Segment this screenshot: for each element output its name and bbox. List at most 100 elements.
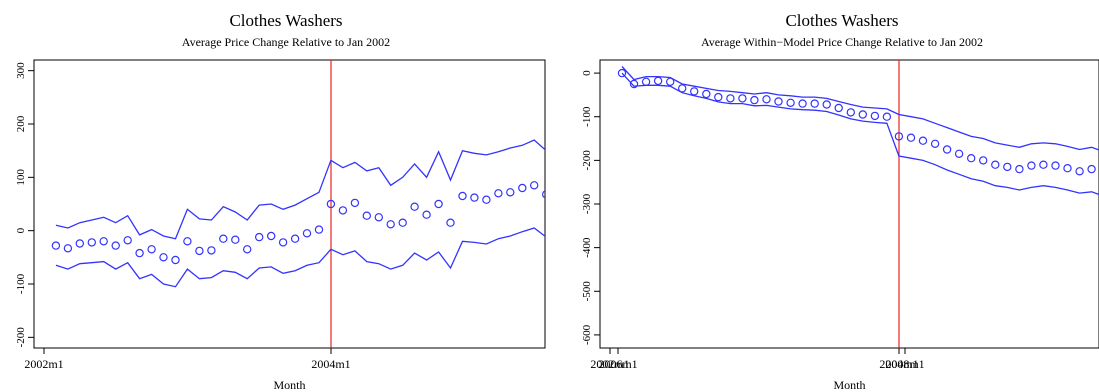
data-point bbox=[678, 84, 687, 93]
data-point bbox=[135, 248, 144, 258]
chart-panel-1: Clothes Washers Average Price Change Rela… bbox=[15, 11, 932, 392]
data-point bbox=[398, 218, 407, 227]
data-point bbox=[690, 87, 699, 96]
data-point bbox=[786, 98, 795, 108]
data-point bbox=[782, 203, 789, 210]
data-point bbox=[882, 112, 892, 121]
data-point bbox=[818, 207, 825, 214]
data-point bbox=[111, 241, 120, 250]
data-point bbox=[738, 94, 747, 103]
data-point bbox=[410, 202, 419, 211]
data-point bbox=[567, 206, 574, 213]
data-point bbox=[614, 196, 621, 203]
data-point bbox=[99, 237, 108, 246]
upper-bound-line bbox=[55, 139, 545, 240]
data-point bbox=[422, 210, 431, 219]
data-point bbox=[1087, 164, 1096, 174]
data-point bbox=[231, 235, 240, 244]
data-point bbox=[674, 191, 681, 198]
x-axis-label: Month bbox=[833, 378, 865, 392]
data-point bbox=[750, 95, 759, 105]
data-point bbox=[617, 68, 627, 78]
y-tick-label: 100 bbox=[15, 169, 27, 186]
data-point bbox=[1027, 161, 1036, 170]
data-point bbox=[834, 103, 843, 113]
data-point bbox=[242, 245, 252, 254]
data-point bbox=[854, 194, 861, 201]
data-point bbox=[901, 196, 908, 203]
data-point bbox=[123, 236, 132, 245]
data-point bbox=[602, 187, 609, 194]
data-point bbox=[906, 133, 916, 142]
upper-bound-line bbox=[621, 66, 1099, 151]
data-point bbox=[714, 92, 723, 102]
data-point bbox=[171, 255, 180, 265]
data-point bbox=[686, 214, 693, 221]
data-point bbox=[810, 99, 819, 108]
data-point bbox=[314, 225, 324, 234]
data-point bbox=[734, 208, 741, 215]
y-tick-label: -600 bbox=[581, 324, 593, 345]
data-point bbox=[434, 199, 443, 209]
data-point bbox=[798, 99, 807, 108]
y-tick-label: 0 bbox=[581, 70, 593, 76]
x-tick-label: 2008m1 bbox=[885, 357, 924, 371]
data-point bbox=[530, 181, 539, 190]
data-point bbox=[942, 145, 952, 154]
data-point bbox=[710, 207, 717, 214]
data-point bbox=[195, 246, 204, 256]
chart-panel-2: Clothes Washers Average Within−Model Pric… bbox=[581, 11, 1099, 392]
data-point bbox=[889, 186, 896, 193]
data-point bbox=[641, 77, 651, 87]
data-point bbox=[702, 89, 711, 99]
data-point bbox=[653, 76, 663, 86]
data-point bbox=[666, 77, 675, 87]
data-point bbox=[75, 239, 85, 248]
data-point bbox=[338, 206, 348, 215]
chart-title: Clothes Washers bbox=[785, 11, 898, 30]
data-point bbox=[662, 190, 669, 197]
data-point bbox=[806, 202, 813, 209]
data-point bbox=[698, 206, 705, 213]
data-point bbox=[63, 244, 73, 253]
data-point bbox=[458, 191, 467, 201]
data-point bbox=[506, 188, 515, 197]
data-point bbox=[626, 206, 633, 213]
data-point bbox=[1075, 167, 1084, 176]
data-point bbox=[979, 156, 988, 165]
lower-bound-line bbox=[621, 72, 1099, 196]
data-point bbox=[219, 234, 228, 243]
y-tick-label: -400 bbox=[581, 237, 593, 258]
chart-title: Clothes Washers bbox=[229, 11, 342, 30]
data-point bbox=[726, 94, 735, 103]
x-tick-label: 2006m1 bbox=[598, 357, 637, 371]
data-point bbox=[794, 191, 801, 198]
x-tick-label: 2002m1 bbox=[590, 357, 629, 371]
data-point bbox=[870, 111, 880, 121]
y-tick-label: 200 bbox=[15, 115, 27, 132]
data-point bbox=[629, 79, 639, 89]
x-tick-label: 2004m1 bbox=[311, 357, 350, 371]
data-point bbox=[482, 195, 491, 204]
plot-area bbox=[617, 60, 1099, 348]
data-point bbox=[925, 180, 932, 187]
data-point bbox=[1063, 163, 1072, 173]
data-point bbox=[638, 190, 645, 197]
data-point bbox=[87, 238, 97, 247]
data-point bbox=[494, 189, 503, 198]
data-point bbox=[147, 245, 156, 254]
data-point bbox=[1051, 161, 1060, 170]
x-tick-label: 2004m1 bbox=[879, 357, 918, 371]
data-point bbox=[446, 218, 455, 227]
y-tick-label: -500 bbox=[581, 281, 593, 302]
data-point bbox=[774, 97, 783, 106]
chart-subtitle: Average Price Change Relative to Jan 200… bbox=[182, 35, 390, 49]
y-tick-label: -100 bbox=[581, 106, 593, 127]
data-point bbox=[290, 234, 300, 243]
data-point bbox=[846, 108, 856, 117]
data-point bbox=[746, 206, 753, 213]
x-tick-label: 2002m1 bbox=[24, 357, 63, 371]
x-axis-label: Month bbox=[273, 378, 305, 392]
data-point bbox=[770, 200, 777, 207]
